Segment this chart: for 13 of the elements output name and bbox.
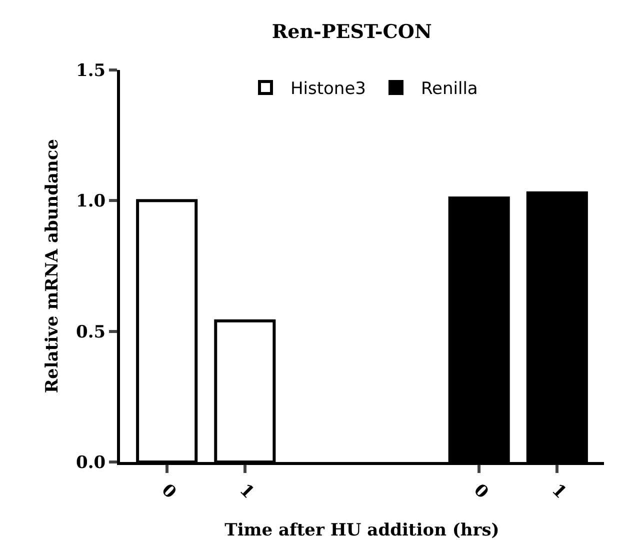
y-tick-label: 1.0 (76, 192, 106, 212)
x-axis-title: Time after HU addition (hrs) (224, 520, 500, 540)
x-tick-label: 1 (548, 480, 570, 503)
y-axis-title: Relative mRNA abundance (42, 138, 63, 394)
legend-label: Renilla (420, 79, 478, 100)
legend-label: Histone3 (290, 79, 366, 100)
x-tick-label: 0 (470, 480, 492, 503)
y-tick-label: 1.5 (76, 60, 106, 81)
y-tick-label: 0.5 (76, 322, 106, 342)
chart-title: Ren-PEST-CON (272, 21, 432, 44)
y-tick-label: 0.0 (76, 452, 106, 473)
x-tick-label: 0 (157, 480, 180, 503)
x-tick-label: 1 (235, 480, 258, 503)
